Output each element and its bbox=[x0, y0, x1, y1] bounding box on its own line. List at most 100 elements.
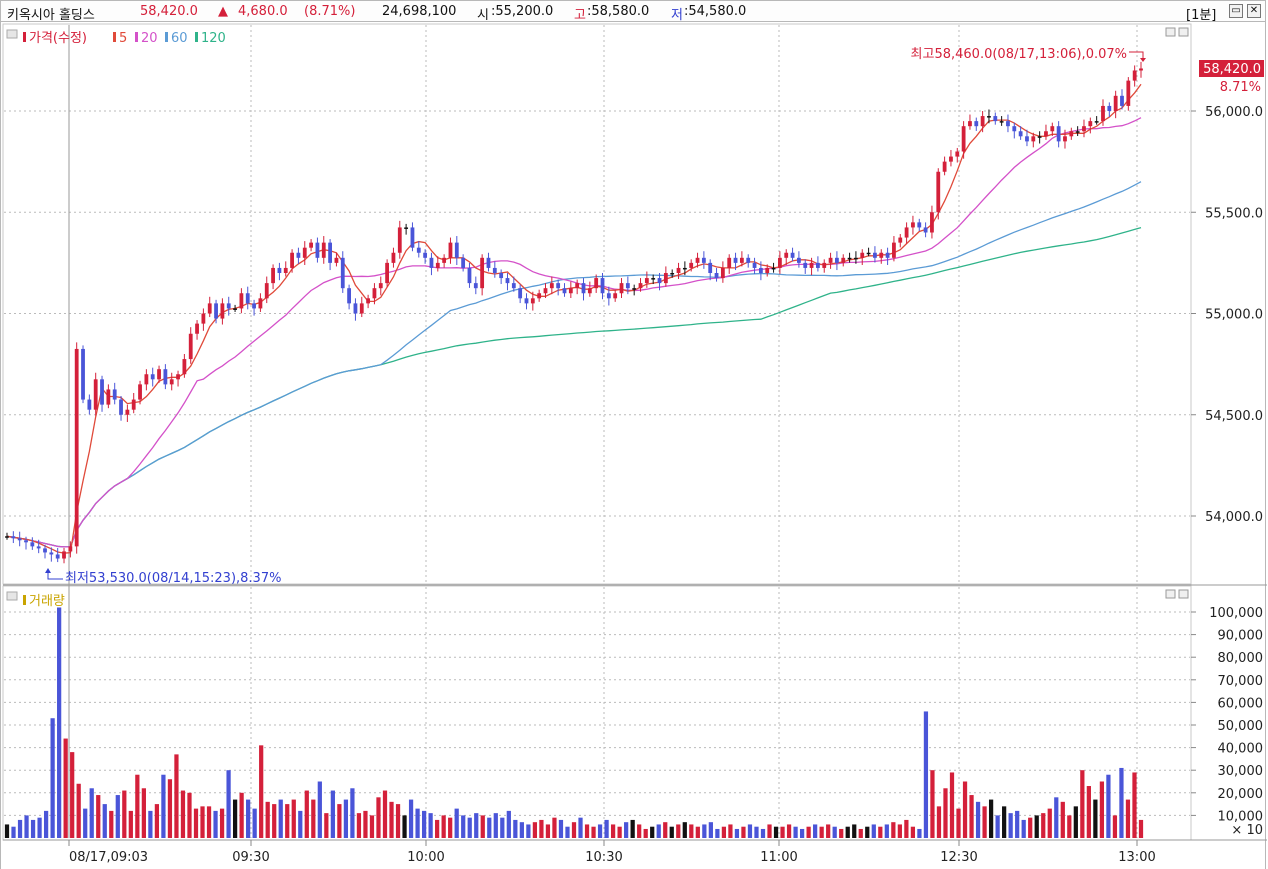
ma5-legend-icon bbox=[113, 32, 116, 42]
candle-body bbox=[220, 303, 225, 319]
candle-body bbox=[670, 273, 675, 275]
volume-bar bbox=[630, 819, 635, 838]
candlesticks bbox=[5, 61, 1143, 564]
volume-bar bbox=[923, 711, 929, 838]
candle-body bbox=[131, 399, 136, 410]
volume-bar bbox=[1093, 799, 1098, 838]
candle-body bbox=[340, 257, 345, 289]
volume-bar bbox=[317, 781, 322, 838]
chart-canvas[interactable]: 54,000.0 54,500.0 55,000.0 55,500.0 56,000.0… bbox=[1, 22, 1267, 869]
volume-bar bbox=[519, 822, 524, 838]
volume-panel-maximize-icon[interactable] bbox=[1165, 589, 1176, 599]
candle-body bbox=[898, 237, 903, 243]
restore-icon[interactable]: ▭ bbox=[1229, 4, 1243, 18]
volume-bar bbox=[715, 828, 720, 838]
volume-bar bbox=[148, 810, 153, 838]
candle-body bbox=[1088, 121, 1093, 127]
volume-bar bbox=[487, 817, 492, 838]
period-selector[interactable]: [1분] bbox=[1186, 8, 1217, 23]
volume-bar bbox=[382, 790, 388, 838]
volume-bar bbox=[1125, 799, 1131, 838]
candle-body bbox=[397, 227, 402, 253]
candle-body bbox=[315, 242, 320, 258]
volume-bar bbox=[799, 828, 805, 838]
price-panel-maximize-icon[interactable] bbox=[1165, 27, 1176, 37]
candle-body bbox=[784, 252, 789, 258]
close-icon[interactable]: ✕ bbox=[1247, 4, 1261, 18]
candle-body bbox=[568, 288, 573, 294]
candle-body bbox=[435, 262, 440, 268]
candle-body bbox=[36, 546, 41, 549]
volume-bar bbox=[1015, 810, 1020, 838]
volume-bar bbox=[956, 808, 961, 838]
volume-bar bbox=[695, 826, 700, 838]
candle-body bbox=[283, 267, 288, 273]
x-tick-label: 11:00 bbox=[760, 850, 797, 865]
candle-body bbox=[682, 267, 687, 270]
candle-body bbox=[689, 262, 694, 268]
candle-body bbox=[404, 227, 409, 229]
volume-bar bbox=[83, 808, 88, 838]
volume-bar bbox=[1002, 806, 1007, 838]
candle-body bbox=[1025, 136, 1029, 142]
candle-body bbox=[378, 283, 383, 289]
volume-tick-label: 40,000 bbox=[1218, 742, 1264, 757]
volume-panel-toggle-icon[interactable] bbox=[6, 591, 18, 601]
ma20-line bbox=[6, 117, 1142, 548]
volume-bar bbox=[467, 817, 472, 838]
candle-body bbox=[543, 288, 548, 294]
volume-bar bbox=[969, 795, 974, 838]
volume-bar bbox=[109, 810, 114, 838]
candle-body bbox=[74, 348, 79, 547]
volume-bar bbox=[910, 826, 916, 838]
volume-bar bbox=[206, 806, 212, 838]
candle-body bbox=[93, 379, 98, 410]
volume-bar bbox=[558, 819, 564, 838]
volume-bar bbox=[311, 799, 316, 838]
candle-body bbox=[701, 257, 706, 263]
price-panel-close-icon[interactable] bbox=[1178, 27, 1189, 37]
volume-bar bbox=[193, 808, 199, 838]
volume-bar bbox=[1073, 806, 1078, 838]
volume-bar bbox=[187, 792, 192, 838]
volume-bar bbox=[617, 826, 622, 838]
volume-bar bbox=[917, 828, 922, 838]
candle-body bbox=[353, 303, 358, 314]
price-panel-toggle-icon[interactable] bbox=[6, 29, 18, 39]
volume-bar bbox=[819, 826, 824, 838]
volume-bar bbox=[363, 810, 368, 838]
candle-body bbox=[416, 247, 421, 253]
volume-bar bbox=[702, 824, 707, 838]
volume-bar bbox=[369, 815, 375, 838]
candle-body bbox=[619, 283, 624, 294]
volume-bar bbox=[1041, 813, 1046, 838]
volume-bar bbox=[135, 774, 140, 838]
volume-y-axis: 100,000 90,000 80,000 70,000 60,000 50,000 40,… bbox=[1191, 606, 1263, 838]
volume-bar bbox=[897, 824, 902, 838]
volume-bar bbox=[219, 808, 225, 838]
volume-bar bbox=[232, 799, 238, 838]
volume-bar bbox=[741, 826, 746, 838]
candle-body bbox=[803, 262, 808, 268]
volume-value: 24,698,100 bbox=[382, 4, 457, 19]
candle-body bbox=[1107, 105, 1112, 111]
volume-bar bbox=[552, 817, 557, 838]
legend-ma5: 5 bbox=[119, 31, 127, 46]
volume-bar bbox=[995, 815, 1000, 838]
candle-body bbox=[854, 257, 858, 260]
volume-bar bbox=[265, 801, 270, 838]
candle-body bbox=[923, 227, 928, 233]
volume-bar bbox=[395, 804, 401, 838]
volume-bar bbox=[975, 801, 981, 838]
candle-body bbox=[644, 278, 649, 284]
volume-bar bbox=[389, 801, 394, 838]
candle-body bbox=[1006, 121, 1010, 127]
volume-bar bbox=[539, 819, 544, 838]
volume-bar bbox=[845, 826, 850, 838]
volume-bar bbox=[324, 813, 329, 838]
candle-body bbox=[892, 242, 896, 258]
candle-body bbox=[708, 262, 713, 273]
x-tick-label: 10:30 bbox=[585, 850, 622, 865]
volume-panel-close-icon[interactable] bbox=[1178, 589, 1189, 599]
volume-bars bbox=[4, 607, 1144, 838]
